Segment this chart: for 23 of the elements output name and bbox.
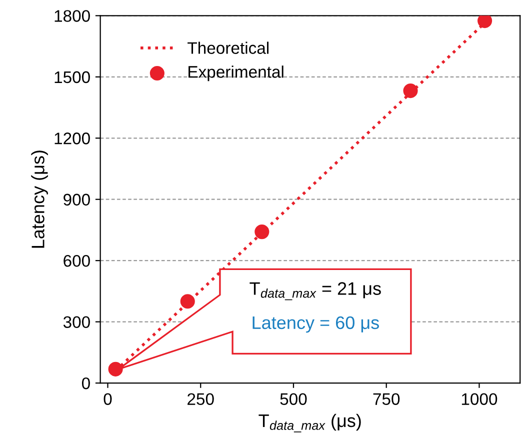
y-tick-label: 300 [63,316,90,328]
y-tick-label: 1200 [54,132,90,144]
point [254,224,270,240]
y-tick-label: 900 [64,194,90,206]
point [403,84,418,98]
x-tick-label: 250 [188,393,214,406]
y-tick-label: 600 [64,254,90,267]
x-tick-label: 750 [373,393,400,406]
x-tick-label: 500 [280,393,307,406]
point [478,16,492,28]
annotation: Latency = 60 μs [252,316,379,333]
point [180,294,195,309]
legend-label: Theoretical [188,42,269,54]
y-tick-label: 0 [82,377,90,390]
y-axis-title: Latency (μs) [31,150,48,248]
y-tick-label: 1800 [54,10,90,22]
x-tick-label: 0 [104,393,112,406]
y-tick-label: 1500 [54,71,90,84]
annotation: T$_{data_max}$ = 21 μs [250,282,381,300]
point [108,362,123,376]
x-axis-title: T$_{data_max}$ (μs) [258,414,361,432]
legend-label: Experimental [188,66,284,82]
x-tick-label: 1000 [462,393,498,406]
